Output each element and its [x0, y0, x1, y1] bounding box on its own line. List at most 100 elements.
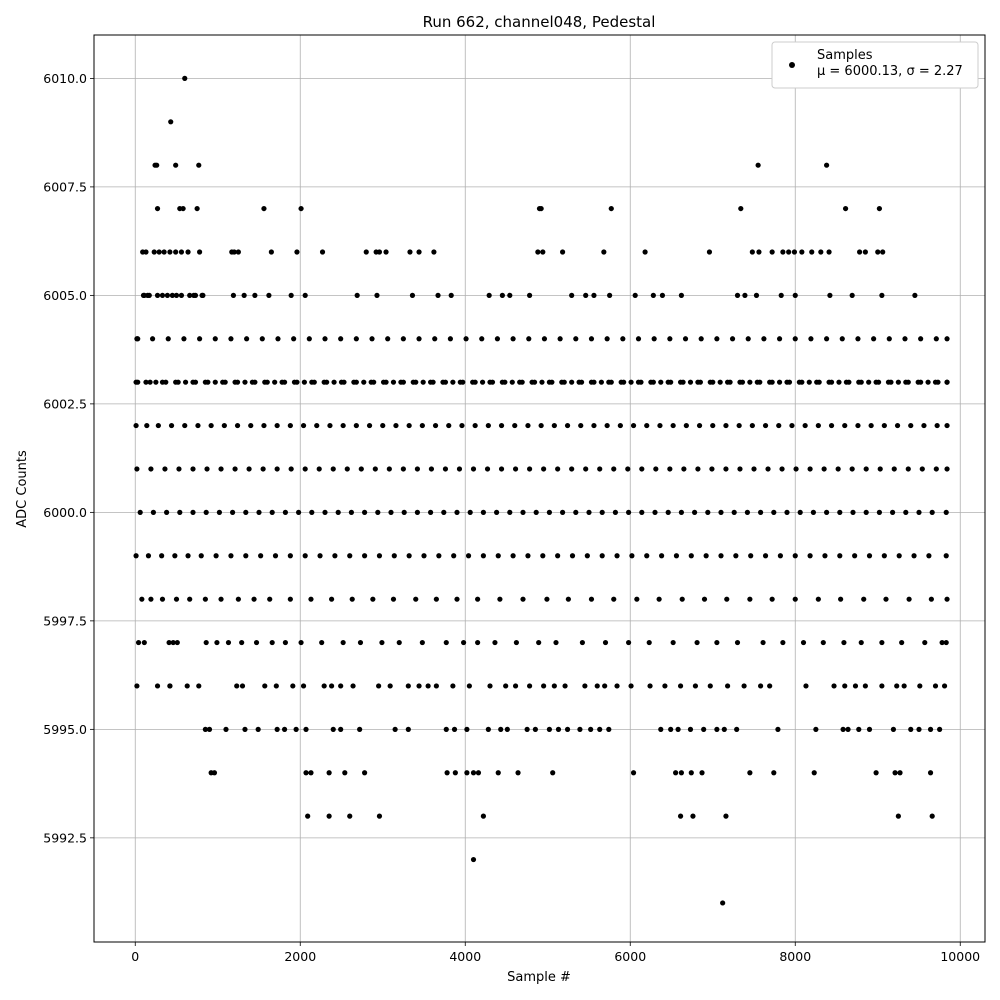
data-point [565, 596, 571, 602]
data-point [357, 726, 363, 732]
data-point [835, 466, 841, 472]
data-point [244, 336, 250, 342]
data-point [154, 205, 161, 212]
data-point [755, 162, 761, 168]
data-point [630, 770, 637, 776]
data-point [668, 379, 674, 385]
data-point [230, 509, 236, 515]
data-point [917, 683, 923, 689]
data-point [683, 422, 689, 429]
data-point [190, 509, 196, 515]
data-point [879, 683, 885, 689]
data-point [296, 509, 302, 515]
data-point [203, 509, 209, 515]
data-point [507, 509, 513, 515]
data-point [699, 770, 705, 776]
data-point [612, 509, 619, 515]
data-point [614, 683, 620, 689]
data-point [802, 422, 808, 429]
data-point [405, 726, 411, 732]
data-point [757, 379, 763, 385]
data-point [890, 726, 897, 732]
data-point [154, 162, 160, 168]
data-point [577, 726, 583, 732]
data-point [440, 379, 446, 385]
data-point [388, 509, 394, 515]
data-point [681, 466, 687, 472]
data-point [202, 379, 208, 385]
data-point [261, 422, 267, 429]
data-point [840, 726, 846, 732]
data-point [535, 249, 541, 255]
data-point [281, 379, 288, 385]
data-point [849, 292, 855, 298]
data-point [510, 553, 516, 559]
data-point [628, 379, 634, 385]
data-point [618, 379, 624, 385]
data-point [765, 466, 771, 472]
data-point [421, 553, 427, 559]
data-point [915, 379, 921, 385]
data-point [678, 509, 685, 515]
data-point [133, 422, 139, 429]
data-point [428, 509, 434, 515]
data-point [185, 553, 191, 559]
data-point [354, 292, 360, 298]
data-point [891, 466, 897, 472]
data-point [608, 205, 614, 212]
data-point [918, 336, 924, 342]
data-point [852, 553, 858, 559]
data-point [134, 466, 140, 472]
data-point [302, 466, 308, 472]
data-point [652, 509, 658, 515]
data-point [551, 683, 557, 689]
data-point [504, 726, 510, 732]
y-tick-label: 6005.0 [43, 288, 87, 303]
data-point [298, 639, 304, 646]
data-point [852, 683, 859, 689]
data-point [507, 292, 513, 298]
data-point [213, 553, 219, 559]
data-point [436, 553, 442, 559]
data-point [604, 422, 610, 429]
data-point [203, 639, 209, 646]
data-point [409, 292, 416, 298]
data-point [886, 336, 892, 342]
data-point [182, 75, 188, 81]
data-point [525, 553, 531, 559]
data-point [546, 726, 553, 732]
data-point [472, 422, 478, 429]
data-point [410, 379, 416, 385]
data-point [330, 726, 336, 732]
data-point [707, 683, 713, 689]
data-point [177, 509, 183, 515]
data-point [444, 770, 450, 776]
data-point [275, 336, 281, 342]
data-point [842, 205, 849, 212]
data-point [536, 639, 542, 646]
data-point [259, 336, 265, 342]
data-point [776, 379, 783, 385]
data-point [733, 553, 739, 559]
data-point [944, 336, 950, 342]
data-point [512, 466, 519, 472]
data-point [301, 379, 307, 385]
data-point [135, 639, 142, 646]
data-point [758, 509, 764, 515]
data-point [734, 639, 741, 646]
data-point [734, 726, 740, 732]
data-point [451, 553, 457, 559]
data-point [406, 553, 412, 559]
data-point [679, 596, 685, 602]
data-point [737, 379, 743, 385]
data-point [252, 379, 258, 385]
data-point [212, 379, 218, 385]
data-point [184, 683, 190, 689]
data-point [908, 726, 914, 732]
data-point [692, 509, 698, 515]
y-tick-label: 6002.5 [43, 396, 87, 411]
data-point [599, 509, 605, 515]
data-point [363, 249, 369, 255]
data-point [282, 639, 288, 646]
